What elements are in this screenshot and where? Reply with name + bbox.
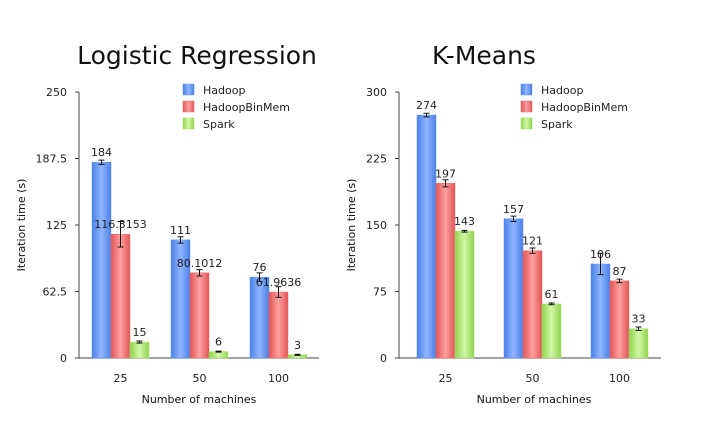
error-bar: [616, 278, 623, 284]
x-tick-label: 50: [526, 372, 540, 385]
x-tick-label: 25: [114, 372, 128, 385]
legend-entry-hadoop: Hadoop: [541, 84, 583, 97]
bar-hadoopbinmem-25: [435, 183, 456, 359]
x-axis-ticks: 25 50 100: [114, 372, 290, 385]
data-label: 274: [416, 99, 437, 112]
error-bars: [98, 159, 301, 356]
error-bar: [529, 247, 536, 254]
x-axis-label: Number of machines: [477, 393, 592, 406]
y-axis-label: Iteration time (s): [345, 179, 358, 272]
data-label: 197: [435, 167, 456, 180]
x-tick-label: 50: [193, 372, 207, 385]
x-tick-label: 25: [439, 372, 453, 385]
data-labels: 274 157 106 197 121 87 143 61 33: [416, 99, 646, 326]
y-tick-label: 62.5: [43, 286, 68, 299]
bar-hadoop-100: [590, 263, 611, 359]
error-bar: [548, 302, 555, 306]
bar-hadoopbinmem-100: [268, 291, 289, 359]
legend-entry-spark: Spark: [541, 118, 573, 131]
x-axis-label: Number of machines: [142, 393, 257, 406]
y-tick-label: 300: [366, 86, 387, 99]
chart-title: K-Means: [432, 41, 536, 70]
error-bar: [461, 229, 468, 233]
legend-entry-hadoop: Hadoop: [203, 84, 245, 97]
y-tick-label: 0: [60, 352, 67, 365]
legend-swatch-spark: [182, 117, 195, 130]
error-bar: [423, 112, 430, 118]
y-tick-label: 187.5: [36, 153, 68, 166]
y-tick-label: 150: [366, 219, 387, 232]
data-label: 157: [503, 203, 524, 216]
error-bar: [294, 353, 301, 356]
bar-spark-25: [454, 230, 475, 359]
legend-swatch-hadoopbinmem: [520, 100, 533, 113]
bar-hadoop-25: [91, 161, 112, 359]
legend: Hadoop HadoopBinMem Spark: [520, 83, 628, 131]
data-label: 3: [294, 339, 301, 352]
error-bar: [275, 286, 282, 298]
error-bar: [177, 236, 184, 244]
bars: [416, 114, 649, 359]
x-tick-label: 100: [609, 372, 630, 385]
legend: Hadoop HadoopBinMem Spark: [182, 83, 290, 131]
error-bar: [117, 220, 124, 248]
error-bar: [215, 350, 222, 353]
data-label: 116.3153: [94, 218, 147, 231]
error-bars: [423, 112, 642, 332]
bar-hadoopbinmem-50: [522, 250, 543, 359]
bar-spark-100: [628, 328, 649, 359]
data-label: 111: [170, 224, 191, 237]
legend-entry-hadoopbinmem: HadoopBinMem: [541, 101, 628, 114]
error-bar: [98, 159, 105, 165]
error-bar: [256, 272, 263, 282]
error-bar: [635, 326, 642, 332]
bar-hadoopbinmem-100: [609, 280, 630, 359]
bar-hadoop-100: [249, 276, 270, 359]
y-axis-ticks: 0 62.5 125 187.5 250: [36, 86, 79, 365]
logistic-regression-chart: Logistic Regression 0 62.5 125 187.5 250 Ite…: [15, 41, 319, 406]
bar-hadoopbinmem-25: [110, 233, 131, 359]
y-tick-label: 75: [373, 286, 387, 299]
x-axis-ticks: 25 50 100: [439, 372, 631, 385]
y-axis-label: Iteration time (s): [15, 179, 28, 272]
error-bar: [597, 252, 604, 276]
data-label: 76: [253, 261, 267, 274]
data-label: 80.1012: [177, 257, 223, 270]
y-tick-label: 0: [380, 352, 387, 365]
legend-swatch-spark: [520, 117, 533, 130]
bar-hadoop-25: [416, 114, 437, 359]
data-label: 6: [215, 336, 222, 349]
bar-spark-50: [541, 303, 562, 359]
data-label: 61: [545, 288, 559, 301]
data-label: 143: [454, 215, 475, 228]
data-labels: 184 111 76 116.3153 80.1012 61.9636 15 6 3: [91, 146, 301, 352]
data-label: 15: [133, 326, 147, 339]
legend-swatch-hadoop: [520, 83, 533, 96]
error-bar: [196, 269, 203, 277]
bar-hadoopbinmem-50: [189, 272, 210, 359]
data-label: 87: [613, 265, 627, 278]
legend-entry-spark: Spark: [203, 118, 235, 131]
x-tick-label: 100: [268, 372, 289, 385]
legend-swatch-hadoopbinmem: [182, 100, 195, 113]
error-bar: [510, 215, 517, 222]
y-axis-ticks: 0 75 150 225 300: [366, 86, 399, 365]
error-bar: [136, 340, 143, 344]
y-tick-label: 250: [46, 86, 67, 99]
data-label: 121: [522, 235, 543, 248]
data-label: 184: [91, 146, 112, 159]
y-tick-label: 125: [46, 219, 67, 232]
chart-title: Logistic Regression: [77, 41, 317, 70]
data-label: 61.9636: [256, 276, 302, 289]
bar-hadoop-50: [503, 218, 524, 359]
error-bar: [442, 179, 449, 188]
legend-entry-hadoopbinmem: HadoopBinMem: [203, 101, 290, 114]
data-label: 33: [632, 313, 646, 326]
data-label: 106: [590, 248, 611, 261]
y-tick-label: 225: [366, 153, 387, 166]
legend-swatch-hadoop: [182, 83, 195, 96]
bar-spark-25: [129, 341, 150, 359]
